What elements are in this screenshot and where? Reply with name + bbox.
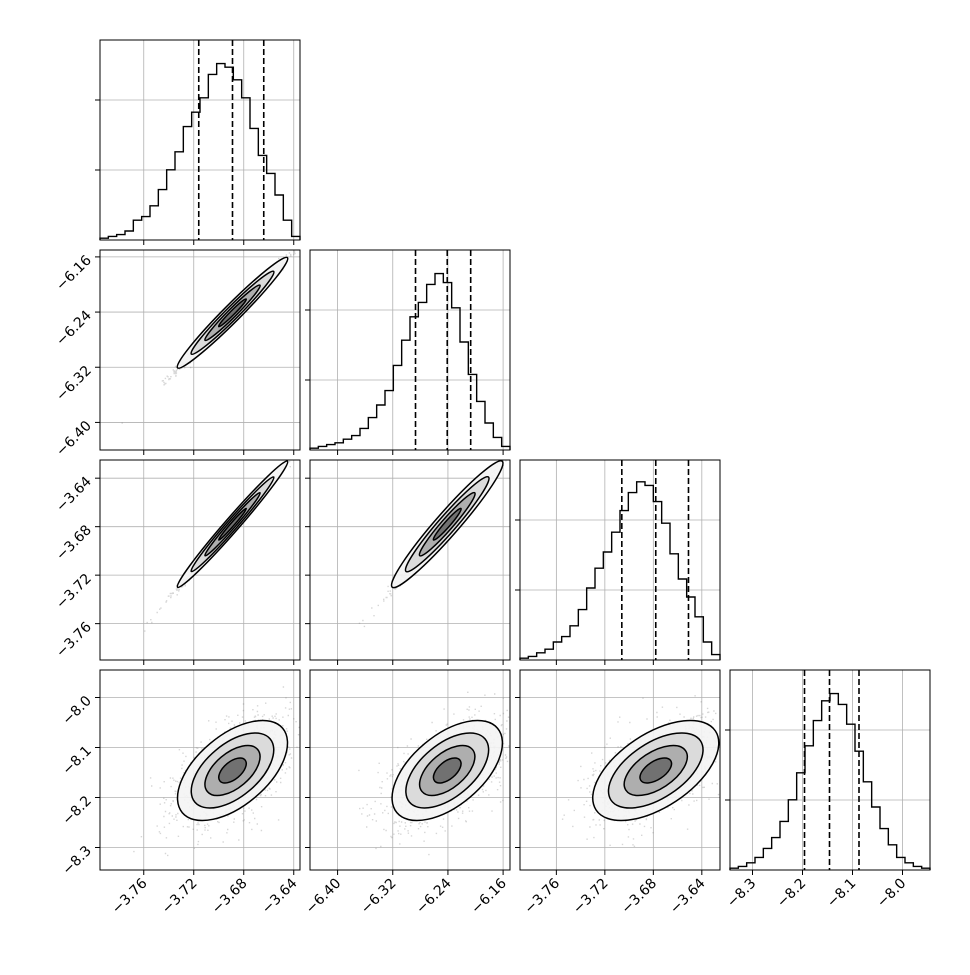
- density-level-0: [639, 758, 672, 784]
- panel-frame: [99, 459, 301, 661]
- contour-line-1: [204, 491, 261, 557]
- panel-frame: [309, 459, 511, 661]
- scatter-panel-1-3: [309, 669, 511, 871]
- scatter-panel-2-3: [519, 669, 721, 871]
- histogram-steps: [519, 481, 721, 660]
- y-tick-label: −8.3: [59, 843, 94, 878]
- histogram-steps: [309, 272, 511, 450]
- scatter-panel-0-1: [99, 249, 301, 451]
- x-tick-label: −3.68: [619, 876, 661, 918]
- contour-line-0: [432, 757, 462, 784]
- histogram-panel-3: [725, 669, 931, 871]
- histogram-panel-0: [95, 39, 301, 241]
- y-tick-label: −3.64: [53, 474, 95, 516]
- x-tick-label: −6.16: [468, 875, 510, 917]
- panel-frame: [99, 39, 301, 241]
- contour-line-1: [418, 491, 476, 557]
- y-tick-label: −6.24: [53, 308, 95, 350]
- y-tick-label: −8.2: [59, 793, 94, 828]
- histogram-steps: [99, 62, 301, 240]
- contour-line-0: [217, 507, 248, 541]
- x-tick-label: −8.3: [724, 876, 759, 911]
- panel-frame: [309, 249, 511, 451]
- contour-line-2: [607, 732, 704, 809]
- contour-line-0: [217, 298, 248, 328]
- scatter-panel-0-2: [99, 459, 301, 661]
- panel-frame: [99, 249, 301, 451]
- x-tick-label: −3.76: [109, 875, 151, 917]
- panel-content: [121, 250, 298, 424]
- x-tick-label: −8.0: [874, 876, 909, 911]
- panel-frame: [519, 459, 721, 661]
- density-level-0: [433, 757, 462, 783]
- y-tick-label: −6.32: [53, 363, 95, 405]
- contour-line-2: [190, 476, 275, 573]
- contour-line-0: [639, 757, 673, 784]
- x-tick-label: −3.72: [570, 876, 612, 918]
- panel-frame: [729, 669, 931, 871]
- contour-line-2: [404, 475, 490, 573]
- contour-line-2: [405, 732, 490, 809]
- density-level-0: [433, 508, 462, 541]
- contour-line-3: [176, 460, 289, 589]
- contour-line-3: [176, 719, 289, 822]
- panel-content: [144, 460, 293, 632]
- contour-line-1: [418, 744, 476, 797]
- x-tick-label: −3.72: [159, 876, 201, 918]
- histogram-panel-2: [515, 459, 721, 661]
- x-tick-label: −6.40: [303, 876, 345, 918]
- y-tick-label: −3.68: [53, 522, 95, 564]
- panel-frame: [99, 669, 301, 871]
- y-tick-label: −3.72: [53, 571, 95, 613]
- contour-line-1: [623, 744, 689, 797]
- contour-line-3: [176, 256, 289, 369]
- x-tick-label: −3.68: [209, 876, 251, 918]
- contour-line-3: [591, 719, 720, 822]
- panel-content: [133, 686, 300, 857]
- y-tick-label: −6.16: [53, 252, 95, 294]
- panel-content: [358, 460, 509, 628]
- x-tick-label: −8.2: [774, 876, 809, 911]
- x-tick-label: −3.76: [522, 875, 564, 917]
- contour-line-1: [204, 744, 261, 797]
- panel-content: [561, 695, 720, 847]
- x-tick-label: −3.64: [259, 875, 301, 917]
- contour-line-3: [390, 460, 504, 589]
- contour-line-3: [391, 719, 504, 822]
- x-tick-label: −6.32: [358, 876, 400, 918]
- y-tick-label: −6.40: [53, 418, 95, 460]
- histogram-panel-1: [305, 249, 511, 451]
- scatter-panel-0-3: [99, 669, 301, 871]
- density-level-0: [218, 758, 247, 784]
- contour-line-2: [190, 270, 275, 356]
- contour-line-2: [190, 732, 275, 809]
- y-tick-label: −8.0: [59, 693, 94, 728]
- x-tick-label: −6.24: [413, 875, 455, 917]
- density-level-0: [218, 298, 247, 327]
- contour-line-0: [432, 507, 462, 541]
- scatter-panel-1-2: [309, 459, 511, 661]
- contour-line-1: [204, 284, 261, 342]
- y-tick-label: −3.76: [53, 619, 95, 661]
- panel-frame: [519, 669, 721, 871]
- density-level-0: [218, 508, 247, 541]
- contour-line-0: [218, 757, 248, 784]
- x-tick-label: −3.64: [667, 875, 709, 917]
- y-tick-label: −8.1: [59, 743, 94, 778]
- panel-frame: [309, 669, 511, 871]
- x-tick-label: −8.1: [824, 876, 859, 911]
- panel-content: [358, 691, 510, 856]
